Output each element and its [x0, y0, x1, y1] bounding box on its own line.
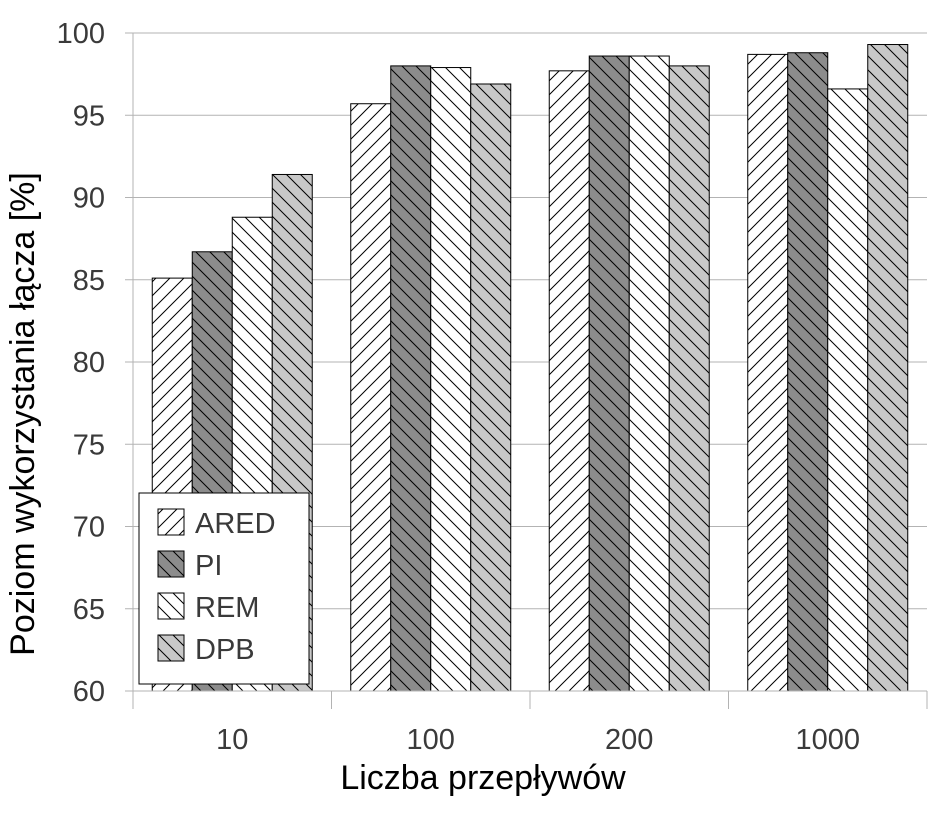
x-tick-label: 1000 [795, 724, 860, 756]
bar-pi-1000 [787, 52, 829, 692]
y-tick-label: 65 [73, 594, 105, 626]
bar-ared-1000 [747, 53, 789, 692]
legend-swatch-pi [157, 550, 185, 578]
y-tick-label: 80 [73, 347, 105, 379]
bar-dpb-200 [668, 65, 710, 692]
legend-label-pi: PI [195, 550, 222, 582]
y-tick-label: 75 [73, 429, 105, 461]
y-axis-title: Poziom wykorzystania łącza [%] [4, 172, 42, 656]
bar-rem-1000 [827, 88, 869, 692]
legend-swatch-ared [157, 508, 185, 536]
legend-label-dpb: DPB [195, 634, 255, 666]
legend: ARED PI REM DPB [138, 492, 310, 685]
legend-label-rem: REM [195, 592, 259, 624]
y-tick-label: 85 [73, 265, 105, 297]
axes [125, 32, 928, 709]
y-tick-label: 70 [73, 512, 105, 544]
x-tick-label: 100 [407, 724, 455, 756]
y-tick-labels: 60 65 70 75 80 85 90 95 100 [57, 18, 105, 708]
bar-pi-200 [588, 55, 630, 692]
x-tick-label: 10 [216, 724, 248, 756]
y-tick-label: 95 [73, 100, 105, 132]
bar-dpb-1000 [867, 44, 909, 692]
bar-ared-100 [350, 103, 392, 692]
y-tick-label: 60 [73, 676, 105, 708]
bar-dpb-100 [470, 83, 512, 692]
bar-ared-200 [548, 70, 590, 692]
bar-pi-100 [390, 65, 432, 692]
y-tick-label: 90 [73, 183, 105, 215]
legend-swatch-dpb [157, 634, 185, 662]
bar-rem-100 [430, 67, 472, 692]
legend-label-ared: ARED [195, 508, 276, 540]
y-tick-label: 100 [57, 18, 105, 50]
x-tick-labels: 10 100 200 1000 [216, 724, 860, 756]
x-axis-title: Liczba przepływów [340, 759, 626, 797]
bar-rem-200 [628, 55, 670, 692]
legend-swatch-rem [157, 592, 185, 620]
x-tick-label: 200 [605, 724, 653, 756]
